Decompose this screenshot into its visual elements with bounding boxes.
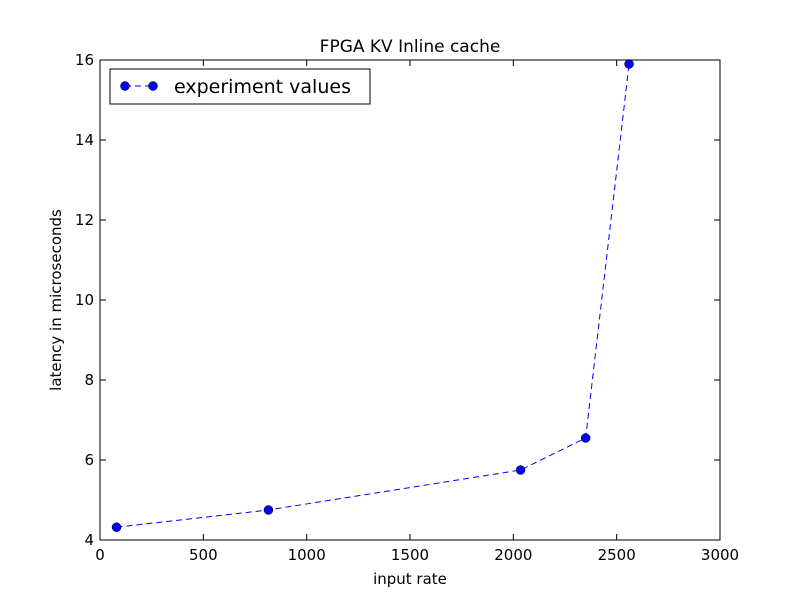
legend-marker: [120, 81, 130, 91]
x-tick-label: 2500: [598, 546, 636, 564]
y-tick-label: 4: [84, 531, 94, 549]
x-tick-label: 500: [189, 546, 218, 564]
data-point: [515, 465, 526, 475]
plot-frame: [99, 59, 721, 541]
data-point: [263, 505, 274, 515]
y-tick-label: 16: [75, 51, 94, 69]
plot-content: [111, 59, 634, 532]
x-tick-label: 2000: [494, 546, 532, 564]
y-tick-label: 6: [84, 451, 94, 469]
data-point: [111, 522, 122, 532]
y-axis-label: latency in microseconds: [47, 209, 65, 391]
legend-label: experiment values: [174, 76, 351, 98]
y-tick-label: 14: [75, 131, 94, 149]
series-line: [116, 63, 630, 528]
legend: experiment values: [109, 68, 371, 105]
data-point: [624, 59, 634, 69]
axis-ticks: 0 500 1000 1500 2000 2500 3000 4 6 8 10 12 14 16: [75, 51, 739, 564]
x-tick-label: 3000: [701, 546, 739, 564]
x-tick-label: 1000: [288, 546, 326, 564]
y-tick-label: 12: [75, 211, 94, 229]
y-tick-label: 10: [75, 291, 94, 309]
x-axis-label: input rate: [373, 570, 447, 588]
legend-marker: [148, 81, 158, 91]
y-tick-label: 8: [84, 371, 94, 389]
chart-title: FPGA KV Inline cache: [320, 37, 501, 57]
data-point: [580, 433, 591, 443]
x-tick-label: 0: [95, 546, 105, 564]
x-tick-label: 1500: [391, 546, 429, 564]
